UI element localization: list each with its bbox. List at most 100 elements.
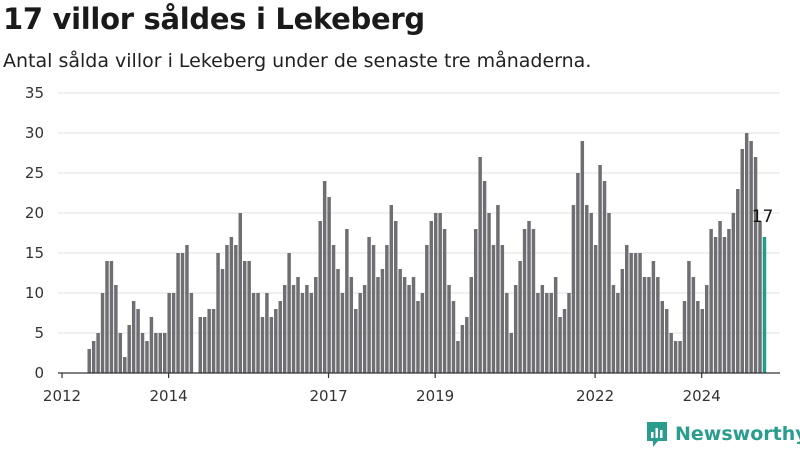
y-tick-label: 10 [25,284,44,302]
bar [620,269,625,373]
bar [656,277,660,373]
bar [354,309,358,373]
bar [189,293,194,373]
bar [149,317,154,373]
bar [207,309,211,373]
bar [322,181,327,373]
bar [416,301,420,373]
bar-highlight [762,237,767,373]
bar [509,333,513,373]
bar [442,229,447,373]
bar [247,261,251,373]
bar [713,237,718,373]
bar [718,221,722,373]
bar [518,261,522,373]
bar [736,189,740,373]
x-tick-label: 2019 [416,387,454,405]
bar [740,149,744,373]
bar [669,333,673,373]
bar [687,261,691,373]
bar [145,341,149,373]
x-tick-label: 2012 [43,387,81,405]
bar [482,181,487,373]
brand-logo: Newsworthy [645,420,800,448]
bar [549,293,553,373]
bar [367,237,371,373]
bar [198,317,203,373]
bar [545,293,549,373]
y-tick-label: 0 [34,364,44,382]
bar [123,357,127,373]
bar [185,245,189,373]
x-tick-label: 2014 [150,387,188,405]
bar [291,285,296,373]
bar [451,301,456,373]
bar [358,293,362,373]
bar [647,277,651,373]
bar [576,173,580,373]
bar [398,269,402,373]
bar [202,317,207,373]
bar [469,277,473,373]
bar [278,301,282,373]
bar [425,245,429,373]
bar [167,293,171,373]
bar [585,205,589,373]
y-tick-label: 30 [25,124,44,142]
bar [527,221,531,373]
bar [753,157,758,373]
bar [340,293,345,373]
bar [744,133,749,373]
bar [513,285,518,373]
bar [696,301,700,373]
bar [345,229,349,373]
bar [389,205,394,373]
bar [505,293,509,373]
bar [242,261,247,373]
bar [376,277,380,373]
x-tick-label: 2024 [683,387,721,405]
bar [336,269,340,373]
bar [429,221,434,373]
bar [180,253,185,373]
bar [460,325,465,373]
bar [176,253,180,373]
bar [447,285,451,373]
bar [607,213,611,373]
bar [420,293,425,373]
bar [331,245,336,373]
bar [589,213,593,373]
bar [531,229,536,373]
bar [402,277,407,373]
bar [100,293,105,373]
bar [114,285,118,373]
bar [220,269,225,373]
bar [300,293,305,373]
bar [722,237,727,373]
bar [234,245,238,373]
bar [265,293,269,373]
y-tick-label: 25 [25,164,44,182]
chart-title: 17 villor såldes i Lekeberg [3,2,425,36]
bar [362,285,367,373]
bar [580,141,585,373]
bar [571,205,576,373]
bar [163,333,167,373]
bar [305,285,309,373]
bar [478,157,482,373]
bar [496,205,500,373]
bar [296,277,300,373]
bar [625,245,629,373]
bar [380,269,385,373]
bar [660,301,665,373]
bar [758,221,762,373]
bar [700,309,704,373]
bar-chart-logo-icon [647,422,667,447]
bar [749,141,753,373]
bar [616,293,620,373]
bar [309,293,314,373]
bar [216,253,220,373]
y-tick-label: 35 [25,84,44,102]
bar [314,277,318,373]
bar [109,261,114,373]
